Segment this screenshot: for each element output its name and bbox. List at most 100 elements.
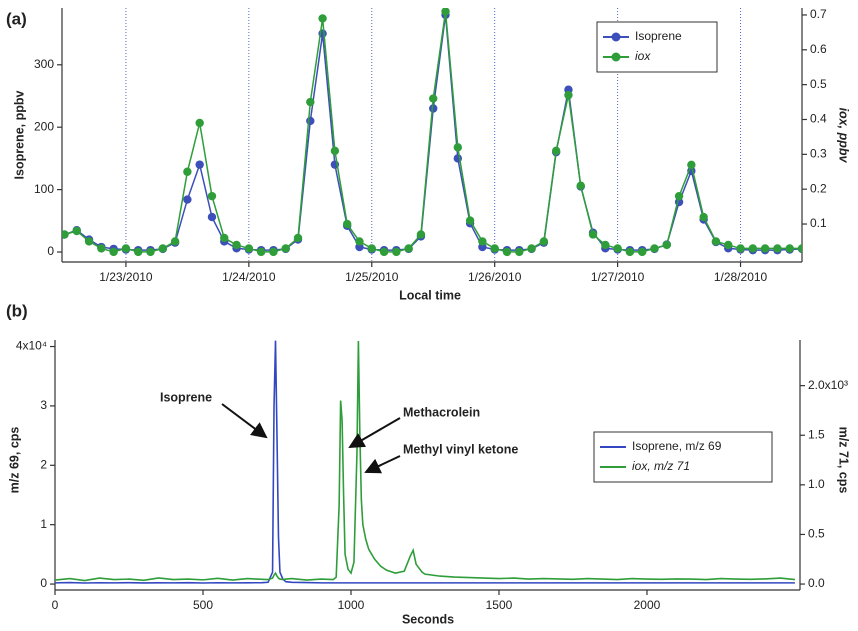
data-point — [785, 244, 794, 253]
data-point — [625, 247, 635, 257]
x-tick-label: 1500 — [486, 598, 513, 612]
x-tick-label: 2000 — [634, 598, 661, 612]
legend-marker — [611, 52, 621, 62]
data-point — [637, 247, 647, 257]
plot-area — [62, 8, 802, 257]
data-point — [158, 244, 167, 253]
data-point — [306, 97, 315, 107]
data-point — [515, 247, 524, 257]
x-tick-label: 1/28/2010 — [714, 270, 768, 284]
data-point — [207, 212, 217, 222]
data-point — [576, 181, 585, 190]
data-point — [379, 247, 389, 257]
data-point — [269, 247, 278, 257]
data-point — [429, 104, 438, 113]
data-point — [502, 247, 512, 257]
data-point — [355, 237, 364, 246]
data-point — [465, 216, 475, 225]
y2-tick-label: 0.2 — [810, 181, 827, 195]
y-tick-label: 0 — [40, 576, 47, 590]
x-axis-label: Seconds — [402, 612, 454, 626]
y-tick-label: 200 — [34, 119, 54, 133]
annotation-arrow — [348, 417, 401, 449]
data-point — [674, 191, 684, 201]
data-point — [588, 230, 598, 239]
x-tick-label: 1/26/2010 — [468, 270, 522, 284]
data-point — [539, 237, 549, 246]
y2-tick-label: 0.5 — [810, 77, 827, 91]
legend-box — [596, 21, 718, 73]
legend-label: Isoprene, m/z 69 — [632, 439, 722, 453]
y2-tick-label: 0.7 — [810, 7, 827, 21]
data-point — [724, 240, 733, 250]
y2-tick-label: 1.5 — [808, 427, 825, 441]
panel-label: (b) — [6, 301, 28, 320]
y2-tick-label: 0.4 — [810, 112, 827, 126]
x-tick-label: 1/25/2010 — [345, 270, 399, 284]
y-axis-label: Isoprene, ppbv — [12, 91, 26, 180]
y2-tick-label: 0.0 — [808, 576, 825, 590]
data-point — [441, 8, 450, 16]
y-tick-label: 100 — [34, 182, 54, 196]
data-point — [244, 244, 254, 253]
data-point — [613, 244, 622, 253]
data-point — [797, 244, 802, 253]
data-point — [478, 237, 487, 246]
data-point — [318, 14, 327, 23]
data-point — [429, 94, 438, 103]
legend-box — [593, 431, 773, 483]
data-point — [62, 230, 69, 239]
data-point — [330, 146, 340, 156]
data-point — [195, 118, 204, 128]
data-point — [342, 219, 352, 229]
data-point — [281, 244, 290, 253]
y2-tick-label: 2.0x10³ — [808, 378, 848, 392]
legend-marker — [611, 32, 621, 42]
x-tick-label: 1/24/2010 — [222, 270, 276, 284]
annotation: Methacrolein — [403, 405, 480, 419]
y-tick-label: 300 — [34, 57, 54, 71]
data-point — [195, 160, 204, 169]
x-tick-label: 0 — [52, 598, 59, 612]
data-point — [551, 146, 561, 156]
data-point — [773, 244, 782, 253]
x-tick-label: 1/27/2010 — [591, 270, 645, 284]
y-tick-label: 2 — [40, 457, 47, 471]
data-point — [564, 90, 573, 100]
data-point — [121, 244, 131, 253]
data-point — [416, 230, 426, 239]
data-point — [170, 237, 180, 246]
panel-label: (a) — [6, 9, 27, 28]
y2-tick-label: 0.5 — [808, 527, 825, 541]
data-point — [650, 244, 659, 253]
data-point — [306, 116, 315, 126]
data-point — [736, 244, 745, 253]
data-point — [662, 240, 671, 250]
x-tick-label: 1000 — [338, 598, 365, 612]
data-point — [220, 233, 229, 243]
data-point — [109, 247, 118, 257]
data-point — [490, 244, 499, 253]
y-tick-label: 1 — [40, 517, 47, 531]
y2-tick-label: 0.3 — [810, 147, 827, 161]
data-point — [711, 237, 721, 246]
data-point — [760, 244, 770, 253]
annotation-arrow — [221, 403, 268, 439]
data-point — [404, 244, 413, 253]
legend-label: iox, m/z 71 — [632, 459, 690, 473]
annotation: Methyl vinyl ketone — [403, 442, 518, 456]
data-point — [232, 240, 241, 250]
y-tick-label: 3 — [40, 398, 47, 412]
data-point — [293, 233, 303, 243]
y-axis-label: m/z 69, cps — [7, 427, 21, 494]
data-point — [699, 212, 708, 222]
y2-tick-label: 0.6 — [810, 42, 827, 56]
data-point — [97, 244, 106, 253]
y-tick-label: 0 — [47, 244, 54, 258]
series-line — [55, 340, 795, 584]
x-tick-label: 1/23/2010 — [99, 270, 153, 284]
data-point — [72, 226, 81, 236]
data-point — [527, 244, 536, 253]
data-point — [134, 247, 143, 257]
